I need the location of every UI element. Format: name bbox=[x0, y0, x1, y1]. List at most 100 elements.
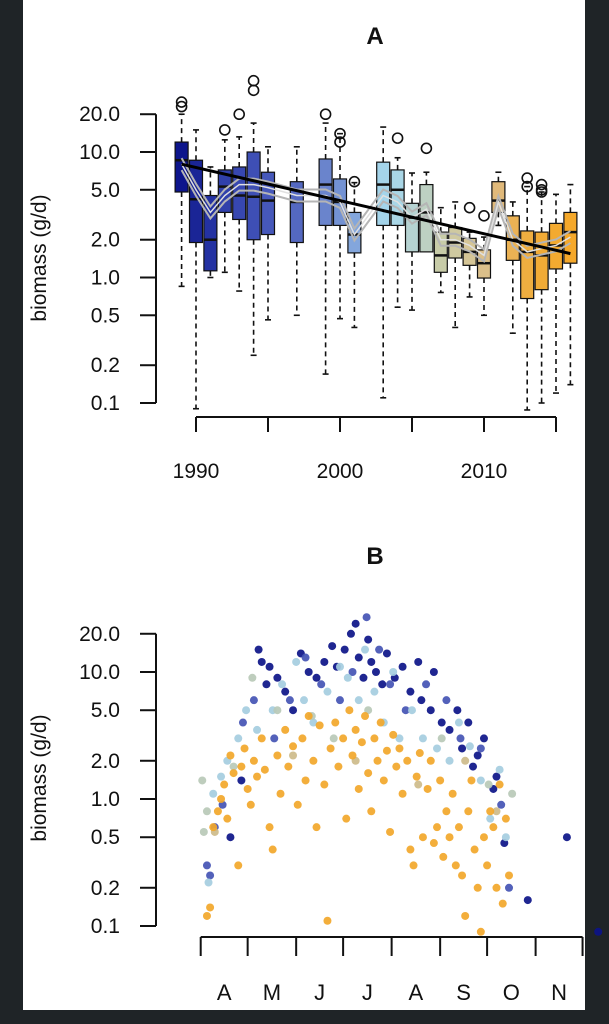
data-point bbox=[464, 718, 473, 727]
data-point bbox=[278, 680, 287, 689]
data-point bbox=[433, 823, 442, 832]
data-point bbox=[367, 657, 376, 666]
data-point bbox=[445, 756, 454, 765]
data-point bbox=[370, 734, 379, 743]
data-point bbox=[265, 662, 274, 671]
data-point bbox=[461, 756, 470, 765]
data-point bbox=[253, 725, 262, 734]
data-point bbox=[445, 725, 454, 734]
data-point bbox=[370, 687, 379, 696]
data-point bbox=[335, 662, 344, 671]
data-point bbox=[315, 721, 324, 730]
data-point bbox=[473, 883, 482, 892]
data-point bbox=[334, 762, 343, 771]
data-point bbox=[234, 861, 243, 870]
data-point bbox=[476, 744, 485, 753]
data-point bbox=[407, 706, 416, 715]
data-point bbox=[346, 629, 355, 638]
data-point bbox=[204, 878, 213, 887]
data-point bbox=[498, 899, 507, 908]
data-point bbox=[335, 696, 344, 705]
data-point bbox=[217, 795, 226, 803]
data-point bbox=[309, 756, 318, 765]
panel-a-y-tick-label: 0.2 bbox=[91, 354, 120, 377]
data-point bbox=[361, 645, 370, 654]
data-point bbox=[304, 668, 313, 676]
panel-b-y-tick-label: 0.5 bbox=[91, 826, 120, 849]
data-point bbox=[412, 772, 421, 781]
data-point bbox=[389, 668, 398, 676]
data-point bbox=[342, 814, 351, 823]
data-point bbox=[257, 734, 266, 743]
outlier bbox=[175, 100, 188, 113]
data-point bbox=[260, 765, 269, 774]
data-point bbox=[273, 673, 282, 682]
data-point bbox=[270, 734, 279, 743]
data-point bbox=[439, 852, 448, 861]
data-point bbox=[486, 807, 495, 816]
data-point bbox=[348, 668, 357, 676]
data-point bbox=[442, 807, 451, 816]
data-point bbox=[226, 751, 235, 760]
panel-a-y-tick-label: 0.5 bbox=[91, 304, 120, 327]
data-point bbox=[339, 734, 348, 743]
data-point bbox=[354, 696, 363, 705]
data-point bbox=[357, 738, 366, 747]
data-point bbox=[479, 833, 488, 842]
data-point bbox=[483, 861, 492, 870]
data-point bbox=[479, 734, 488, 743]
panel-a-y-tick-label: 1.0 bbox=[91, 267, 120, 290]
data-point bbox=[361, 712, 370, 721]
data-point bbox=[470, 845, 479, 854]
data-point bbox=[398, 662, 407, 671]
data-point bbox=[458, 744, 467, 753]
data-point bbox=[206, 871, 215, 880]
panel-a-title: A bbox=[366, 23, 383, 50]
panel-b-month-label: M bbox=[263, 980, 281, 1005]
data-point bbox=[289, 706, 298, 715]
boxplot-2014 bbox=[534, 178, 549, 404]
boxplot-2004 bbox=[390, 132, 405, 308]
data-point bbox=[273, 751, 282, 760]
boxplot-2015 bbox=[548, 193, 564, 394]
data-point bbox=[223, 814, 232, 823]
data-point bbox=[453, 706, 462, 715]
trend-line bbox=[181, 162, 571, 256]
data-point bbox=[284, 762, 293, 771]
data-point bbox=[253, 772, 262, 781]
data-point bbox=[418, 833, 427, 842]
data-point bbox=[234, 734, 243, 743]
data-point bbox=[243, 784, 252, 793]
data-point bbox=[492, 772, 501, 781]
data-point bbox=[367, 807, 376, 816]
panel-a-y-tick-label: 20.0 bbox=[79, 103, 120, 126]
panel-b-month-label: A bbox=[409, 980, 424, 1005]
boxplot-1989 bbox=[174, 96, 189, 288]
panel-b-ylabel: biomass (g/d) bbox=[28, 714, 51, 841]
data-point bbox=[281, 725, 290, 734]
data-point bbox=[340, 645, 349, 654]
panel-b-month-label: O bbox=[503, 980, 520, 1005]
data-point bbox=[461, 911, 470, 920]
data-point bbox=[237, 762, 246, 771]
outlier bbox=[463, 201, 476, 214]
box bbox=[376, 161, 391, 227]
data-point bbox=[489, 823, 498, 832]
data-point bbox=[351, 619, 360, 628]
data-point bbox=[476, 776, 485, 785]
outlier bbox=[219, 124, 231, 136]
data-point bbox=[401, 706, 410, 715]
data-point bbox=[386, 680, 395, 689]
data-point bbox=[437, 734, 446, 743]
data-point bbox=[238, 718, 247, 727]
data-point bbox=[254, 645, 263, 654]
data-point bbox=[240, 744, 249, 753]
data-point bbox=[467, 776, 476, 785]
data-point bbox=[415, 749, 424, 758]
data-point bbox=[454, 823, 463, 832]
data-point bbox=[276, 789, 285, 798]
data-point bbox=[362, 613, 371, 622]
data-point bbox=[299, 696, 308, 705]
box bbox=[520, 230, 535, 300]
outlier bbox=[420, 142, 433, 155]
